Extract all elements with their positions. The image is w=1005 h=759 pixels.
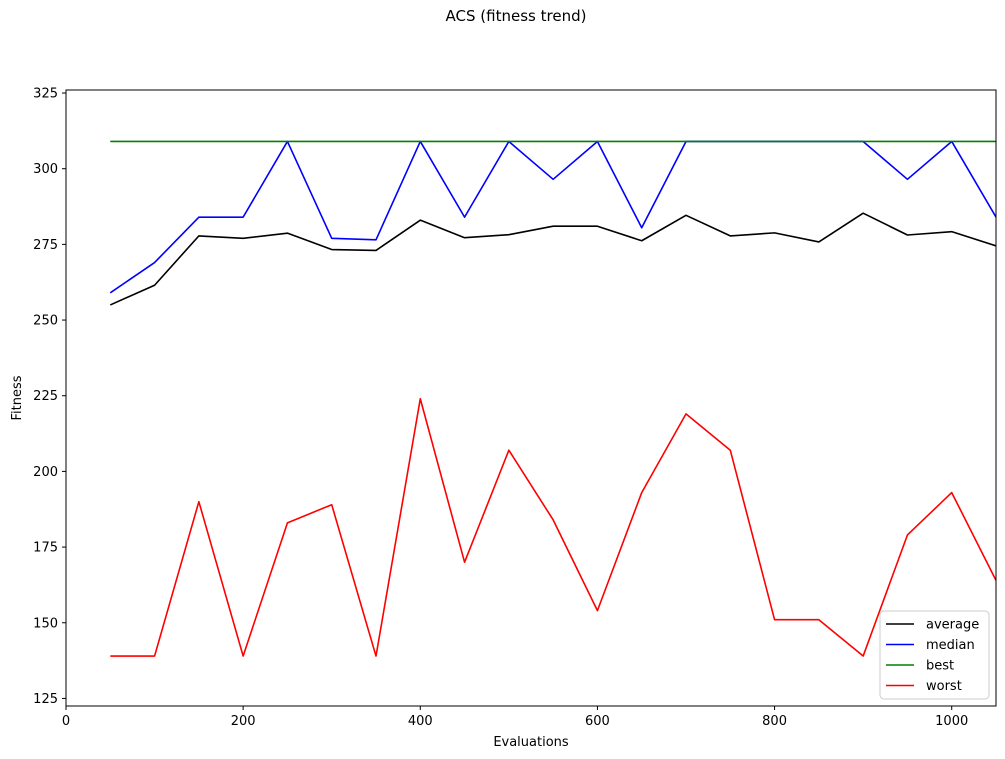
legend-label-best: best	[926, 659, 954, 674]
x-tick-label: 400	[408, 714, 433, 729]
x-axis-label: Evaluations	[493, 735, 569, 750]
plot-area: 0 200 400 600 800 1000 125 150 175 200 225 250 275 3…	[33, 87, 997, 729]
legend-label-median: median	[926, 638, 975, 653]
y-tick-label: 200	[33, 465, 58, 480]
y-tick-label: 175	[33, 541, 58, 556]
series-layer	[109, 140, 996, 657]
legend-items: average median best worst	[886, 618, 979, 694]
x-tick-label: 600	[585, 714, 610, 729]
series-line-worst	[110, 397, 996, 657]
y-axis-ticks: 125 150 175 200 225 250 275 300 325	[33, 87, 66, 707]
x-tick-label: 200	[231, 714, 256, 729]
y-tick-label: 125	[33, 692, 58, 707]
y-tick-label: 250	[33, 314, 58, 329]
x-tick-label: 800	[762, 714, 787, 729]
y-tick-label: 300	[33, 162, 58, 177]
legend-label-worst: worst	[926, 679, 962, 694]
x-tick-label: 0	[62, 714, 70, 729]
x-axis-ticks: 0 200 400 600 800 1000	[62, 706, 968, 729]
chart-title: ACS (fitness trend)	[446, 7, 587, 25]
series-line-average	[109, 212, 996, 306]
y-tick-label: 225	[33, 389, 58, 404]
series-line-median	[109, 140, 996, 294]
legend-box	[879, 610, 990, 700]
y-tick-label: 325	[33, 87, 58, 102]
legend-label-average: average	[926, 618, 979, 633]
plot-frame	[65, 89, 997, 707]
y-tick-label: 150	[33, 616, 58, 631]
x-tick-label: 1000	[935, 714, 968, 729]
y-tick-label: 275	[33, 238, 58, 253]
y-axis-label: Fitness	[10, 375, 25, 420]
legend: average median best worst	[879, 610, 990, 700]
